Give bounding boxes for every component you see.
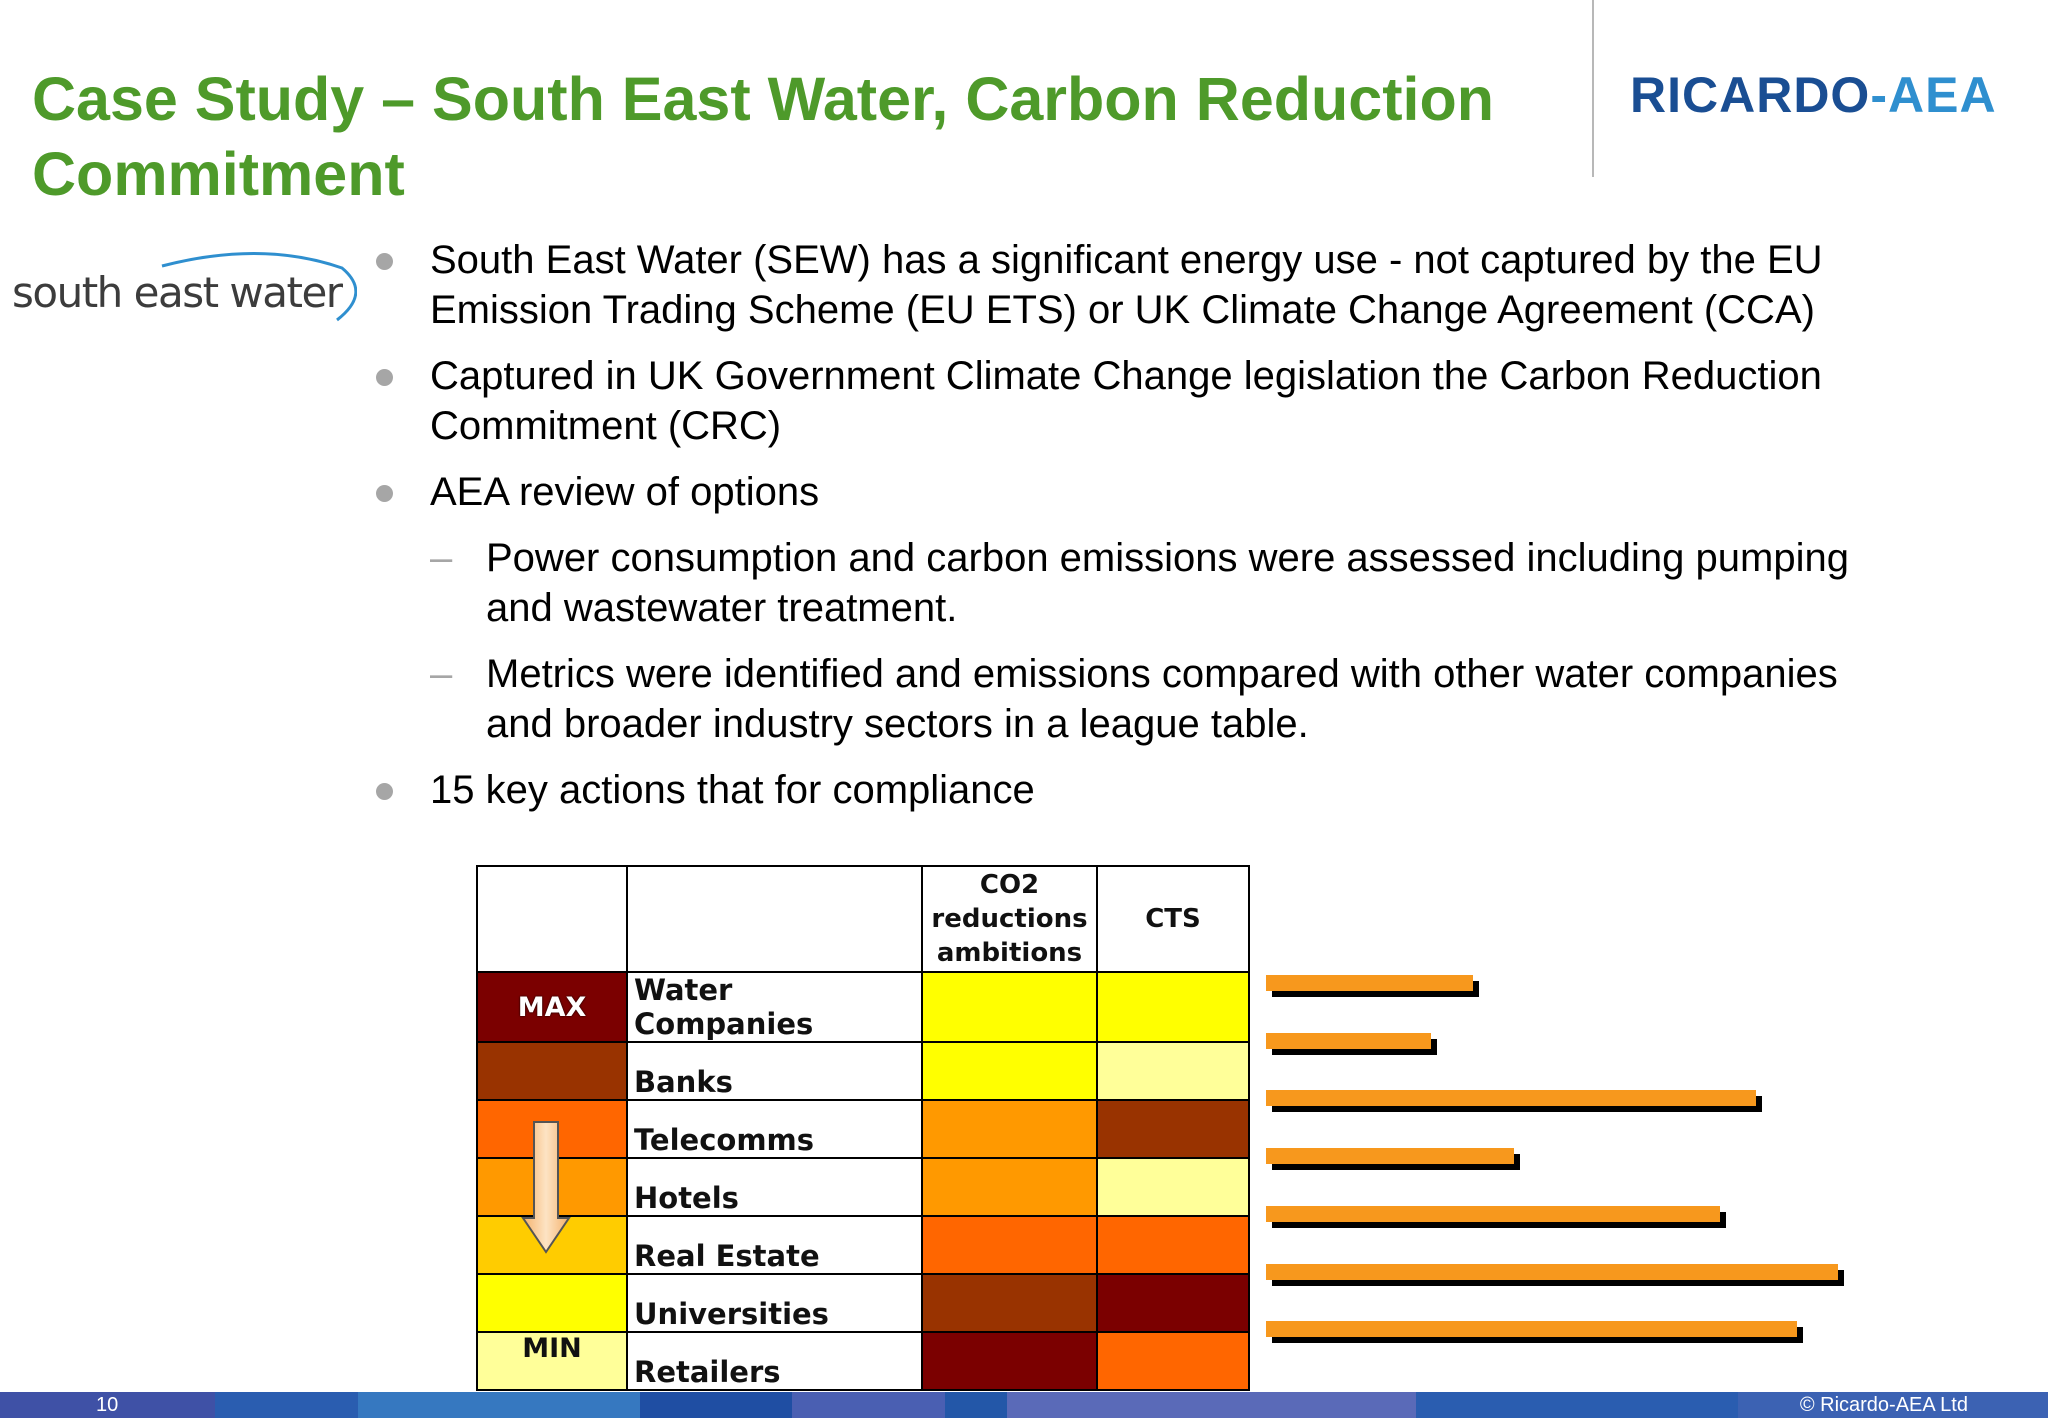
bullet-item: South East Water (SEW) has a significant… (370, 235, 1930, 335)
cts-cell (1096, 1331, 1250, 1391)
slide-title-line2: Commitment (32, 140, 405, 208)
sector-name: Water Companies (626, 971, 923, 1043)
sector-name: Real Estate (626, 1215, 923, 1275)
bullet-line: South East Water (SEW) has a significant… (430, 238, 1823, 282)
co2-cell (921, 1273, 1098, 1333)
bullet-line: Commitment (CRC) (430, 404, 782, 448)
table-header-row: CO2 reductions ambitions CTS (476, 865, 1250, 973)
bullet-item: Captured in UK Government Climate Change… (370, 351, 1930, 451)
ricardo-aea-logo: RICARDO-AEA (1630, 66, 1997, 124)
cts-cell (1096, 1041, 1250, 1101)
co2-cell (921, 971, 1098, 1043)
bar-3 (1266, 1090, 1756, 1107)
logo-part-aea: AEA (1887, 67, 1997, 123)
rank-cell (476, 1041, 628, 1101)
rank-cell-min: MIN (476, 1331, 628, 1391)
header-empty-name (626, 865, 923, 973)
table-row: Hotels (476, 1157, 1250, 1217)
copyright-text: © Ricardo-AEA Ltd (1799, 1394, 1968, 1416)
sector-name: Retailers (626, 1331, 923, 1391)
bullet-line: AEA review of options (430, 470, 820, 514)
bullet-line: Metrics were identified and emissions co… (486, 652, 1838, 696)
table-row: Telecomms (476, 1099, 1250, 1159)
slide-title-line1: Case Study – South East Water, Carbon Re… (32, 65, 1494, 133)
league-table: CO2 reductions ambitions CTS MAX Water C… (476, 865, 1250, 1391)
sector-name: Banks (626, 1041, 923, 1101)
footer-segment (1007, 1392, 1416, 1418)
bar-5 (1266, 1205, 1720, 1222)
table-row: MIN Retailers (476, 1331, 1250, 1391)
footer-segment (358, 1392, 640, 1418)
sector-name: Hotels (626, 1157, 923, 1217)
table-row: Banks (476, 1041, 1250, 1101)
bullet-line: and wastewater treatment. (486, 586, 958, 630)
co2-cell (921, 1041, 1098, 1101)
bar-2 (1266, 1032, 1431, 1049)
rank-cell (476, 1273, 628, 1333)
bullet-line: Power consumption and carbon emissions w… (486, 536, 1849, 580)
footer-segment (0, 1392, 215, 1418)
header-cts: CTS (1096, 865, 1250, 973)
cts-cell (1096, 1273, 1250, 1333)
bar-7 (1266, 1321, 1797, 1338)
co2-cell (921, 1215, 1098, 1275)
bullet-line: Emission Trading Scheme (EU ETS) or UK C… (430, 288, 1815, 332)
logo-part-ricardo: RICARDO (1630, 67, 1871, 123)
table-row: Universities (476, 1273, 1250, 1333)
sub-bullet-item: Power consumption and carbon emissions w… (430, 533, 1930, 633)
footer-bar (0, 1392, 2048, 1418)
header-co2-line: ambitions (936, 938, 1083, 968)
rank-cell-max: MAX (476, 971, 628, 1043)
sector-name: Universities (626, 1273, 923, 1333)
cts-cell (1096, 1157, 1250, 1217)
co2-cell (921, 1157, 1098, 1217)
header-co2-line: reductions (931, 904, 1088, 934)
footer-segment (945, 1392, 1007, 1418)
table-row: Real Estate (476, 1215, 1250, 1275)
bullet-item: AEA review of options (370, 467, 1930, 517)
bullet-list: South East Water (SEW) has a significant… (370, 235, 1930, 831)
logo-dash: - (1870, 67, 1888, 123)
co2-cell (921, 1099, 1098, 1159)
cts-cell (1096, 1099, 1250, 1159)
bar-4 (1266, 1148, 1514, 1165)
footer-segment (1416, 1392, 1738, 1418)
header-empty-rank (476, 865, 628, 973)
sew-logo-text: south east water (12, 268, 343, 317)
footer-segment (1738, 1392, 2048, 1418)
bar-indicators (1266, 975, 1886, 1338)
co2-cell (921, 1331, 1098, 1391)
sub-bullet-item: Metrics were identified and emissions co… (430, 649, 1930, 749)
down-arrow-icon (521, 1121, 571, 1254)
header-co2-line: CO2 (979, 870, 1040, 900)
bullet-line: and broader industry sectors in a league… (486, 702, 1309, 746)
table-row: MAX Water Companies (476, 971, 1250, 1043)
header-divider (1592, 0, 1594, 177)
page-number: 10 (96, 1394, 119, 1416)
header-co2: CO2 reductions ambitions (921, 865, 1098, 973)
footer-segment (640, 1392, 792, 1418)
bullet-line: 15 key actions that for compliance (430, 768, 1035, 812)
cts-cell (1096, 1215, 1250, 1275)
cts-cell (1096, 971, 1250, 1043)
bar-6 (1266, 1263, 1838, 1280)
bullet-line: Captured in UK Government Climate Change… (430, 354, 1822, 398)
footer-segment (792, 1392, 945, 1418)
footer-segment (215, 1392, 358, 1418)
bar-1 (1266, 975, 1473, 991)
slide-title: Case Study – South East Water, Carbon Re… (32, 62, 1572, 212)
sector-name: Telecomms (626, 1099, 923, 1159)
bullet-item: 15 key actions that for compliance (370, 765, 1930, 815)
logo-swoosh-icon (161, 252, 357, 322)
south-east-water-logo: south east water (12, 248, 357, 334)
